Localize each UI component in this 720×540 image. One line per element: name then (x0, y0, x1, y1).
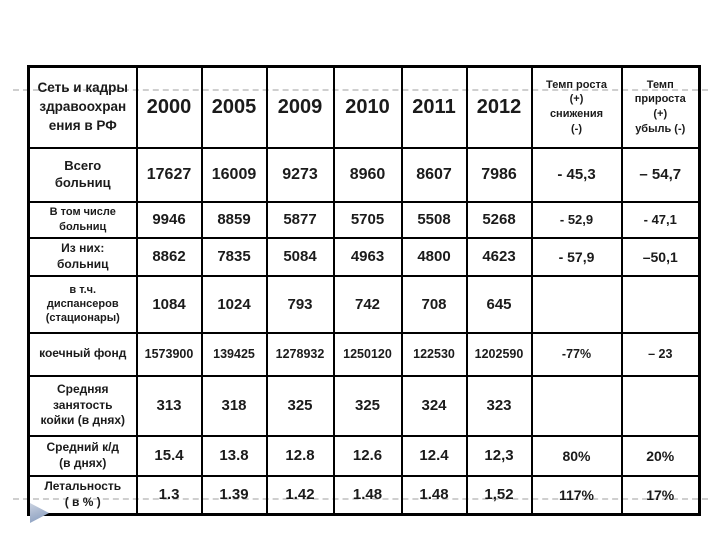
cell-value: 7835 (200, 236, 268, 277)
cell-value: 5084 (265, 236, 335, 277)
cell-value: 793 (265, 274, 335, 334)
cell-value: 708 (400, 274, 468, 334)
row-label: Средний к/д (в днях) (27, 434, 138, 477)
cell-increase-rate: – 23 (620, 331, 701, 377)
cell-value: 17627 (135, 146, 203, 203)
row-label: Летальность ( в % ) (27, 474, 138, 516)
cell-growth-rate: 80% (530, 434, 623, 477)
cell-value: 318 (200, 374, 268, 437)
column-header-year-2009: 2009 (265, 65, 335, 149)
cell-value: 325 (265, 374, 335, 437)
column-header-increase-rate: Темп прироста (+) убыль (-) (620, 65, 701, 149)
cell-growth-rate: 117% (530, 474, 623, 516)
cell-value: 1,52 (465, 474, 533, 516)
cell-value: 645 (465, 274, 533, 334)
cell-growth-rate: -77% (530, 331, 623, 377)
cell-value: 4963 (332, 236, 403, 277)
cell-value: 1202590 (465, 331, 533, 377)
cell-value: 324 (400, 374, 468, 437)
cell-increase-rate: 20% (620, 434, 701, 477)
cell-value: 1.39 (200, 474, 268, 516)
cell-value: 12.4 (400, 434, 468, 477)
cell-value: 5705 (332, 200, 403, 239)
cell-growth-rate: - 57,9 (530, 236, 623, 277)
cell-value: 12,3 (465, 434, 533, 477)
cell-value: 16009 (200, 146, 268, 203)
row-label: коечный фонд (27, 331, 138, 377)
cell-value: 325 (332, 374, 403, 437)
cell-increase-rate: – 54,7 (620, 146, 701, 203)
row-label: В том числе больниц (27, 200, 138, 239)
table-row-total-hospitals: Всего больниц 17627 16009 9273 8960 8607… (27, 146, 701, 203)
cell-value: 1250120 (332, 331, 403, 377)
cell-value: 8960 (332, 146, 403, 203)
cell-growth-rate (530, 274, 623, 334)
cell-growth-rate (530, 374, 623, 437)
column-header-year-2012: 2012 (465, 65, 533, 149)
row-label: в т.ч. диспансеров (стационары) (27, 274, 138, 334)
cell-value: 8607 (400, 146, 468, 203)
table-row-including-hospitals: В том числе больниц 9946 8859 5877 5705 … (27, 200, 701, 239)
row-label: Всего больниц (27, 146, 138, 203)
cell-value: 8862 (135, 236, 203, 277)
cell-value: 5877 (265, 200, 335, 239)
row-label: Из них: больниц (27, 236, 138, 277)
cell-value: 9273 (265, 146, 335, 203)
cell-value: 323 (465, 374, 533, 437)
table-row-of-them-hospitals: Из них: больниц 8862 7835 5084 4963 4800… (27, 236, 701, 277)
cell-value: 1084 (135, 274, 203, 334)
column-header-year-2005: 2005 (200, 65, 268, 149)
cell-value: 1.48 (332, 474, 403, 516)
column-header-year-2000: 2000 (135, 65, 203, 149)
corner-header: Сеть и кадры здравоохран ения в РФ (27, 65, 138, 149)
table-row-average-bed-occupancy: Средняя занятость койки (в днях) 313 318… (27, 374, 701, 437)
cell-increase-rate (620, 374, 701, 437)
cell-increase-rate: –50,1 (620, 236, 701, 277)
cell-growth-rate: - 52,9 (530, 200, 623, 239)
table-row-bed-fund: коечный фонд 1573900 139425 1278932 1250… (27, 331, 701, 377)
cell-value: 7986 (465, 146, 533, 203)
cell-increase-rate: 17% (620, 474, 701, 516)
cell-increase-rate: - 47,1 (620, 200, 701, 239)
cell-value: 1.48 (400, 474, 468, 516)
cell-value: 13.8 (200, 434, 268, 477)
cell-value: 742 (332, 274, 403, 334)
table-row-dispensaries: в т.ч. диспансеров (стационары) 1084 102… (27, 274, 701, 334)
cell-value: 1.42 (265, 474, 335, 516)
column-header-year-2011: 2011 (400, 65, 468, 149)
cell-value: 1.3 (135, 474, 203, 516)
cell-value: 1278932 (265, 331, 335, 377)
cell-value: 4623 (465, 236, 533, 277)
cell-value: 12.6 (332, 434, 403, 477)
cell-value: 9946 (135, 200, 203, 239)
table-row-average-bed-days: Средний к/д (в днях) 15.4 13.8 12.8 12.6… (27, 434, 701, 477)
table-row-lethality: Летальность ( в % ) 1.3 1.39 1.42 1.48 1… (27, 474, 701, 516)
cell-value: 1024 (200, 274, 268, 334)
row-label: Средняя занятость койки (в днях) (27, 374, 138, 437)
cell-value: 122530 (400, 331, 468, 377)
cell-value: 5268 (465, 200, 533, 239)
cell-value: 8859 (200, 200, 268, 239)
cell-increase-rate (620, 274, 701, 334)
column-header-growth-rate: Темп роста (+) снижения (-) (530, 65, 623, 149)
cell-value: 139425 (200, 331, 268, 377)
healthcare-statistics-table: Сеть и кадры здравоохран ения в РФ 2000 … (27, 65, 701, 516)
cell-value: 313 (135, 374, 203, 437)
cell-value: 1573900 (135, 331, 203, 377)
cell-value: 12.8 (265, 434, 335, 477)
cell-value: 4800 (400, 236, 468, 277)
cell-value: 15.4 (135, 434, 203, 477)
cell-growth-rate: - 45,3 (530, 146, 623, 203)
column-header-year-2010: 2010 (332, 65, 403, 149)
header-row: Сеть и кадры здравоохран ения в РФ 2000 … (27, 65, 701, 149)
cell-value: 5508 (400, 200, 468, 239)
